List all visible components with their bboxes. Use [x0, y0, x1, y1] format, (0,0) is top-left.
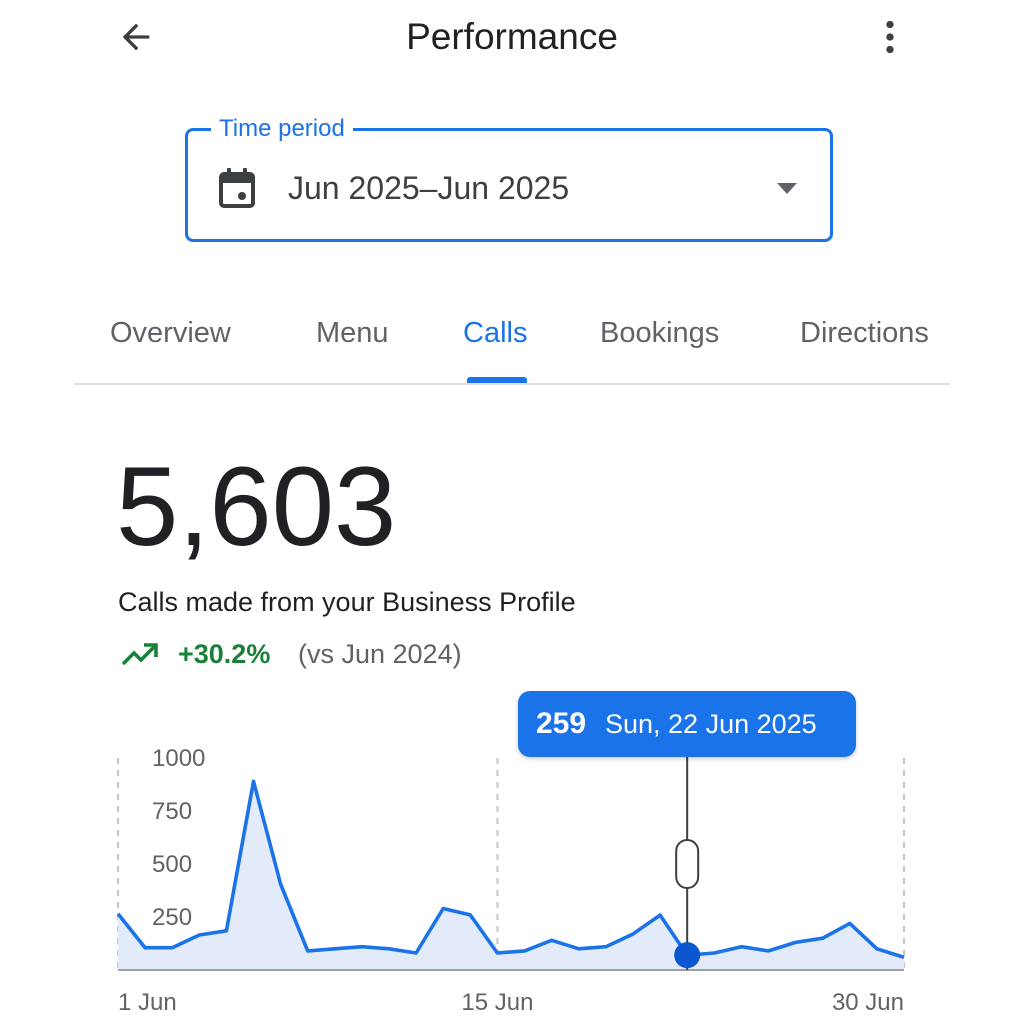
more-vert-icon: [886, 20, 894, 54]
series-area: [118, 781, 904, 970]
series-line: [116, 779, 905, 960]
arrow-back-icon: [122, 23, 150, 51]
y-tick-label: 1000: [152, 745, 205, 772]
time-period-value: Jun 2025–Jun 2025: [288, 170, 570, 206]
x-tick-label: 1 Jun: [118, 989, 177, 1016]
calendar-icon: [216, 166, 258, 210]
chart-tooltip: 259 Sun, 22 Jun 2025: [518, 691, 856, 757]
tabs-divider: [74, 383, 950, 385]
tab-directions[interactable]: Directions: [800, 317, 929, 349]
back-button[interactable]: [108, 12, 164, 62]
tooltip-date: Sun, 22 Jun 2025: [605, 709, 817, 739]
calls-total: 5,603: [116, 444, 397, 569]
tab-bookings[interactable]: Bookings: [600, 317, 720, 349]
tab-overview[interactable]: Overview: [110, 317, 231, 349]
tooltip-value: 259: [536, 707, 587, 740]
trending-up-icon: [120, 640, 160, 668]
time-period-dropdown[interactable]: [185, 128, 833, 242]
calls-chart[interactable]: 1000 750 500 250 1 Jun 15 Jun 30 Jun: [0, 680, 1024, 1024]
dropdown-arrow-icon: [772, 176, 802, 200]
selected-point: [674, 942, 701, 969]
tab-menu[interactable]: Menu: [316, 317, 389, 349]
metric-caption: Calls made from your Business Profile: [118, 587, 576, 617]
y-tick-label: 500: [152, 851, 192, 878]
x-tick-label: 15 Jun: [461, 989, 533, 1016]
more-options-button[interactable]: [862, 12, 918, 62]
selection-handle: [675, 839, 700, 889]
tab-calls[interactable]: Calls: [463, 317, 528, 349]
y-tick-label: 750: [152, 798, 192, 825]
trend-comparison: (vs Jun 2024): [298, 639, 462, 669]
y-tick-label: 250: [152, 904, 192, 931]
time-period-label: Time period: [211, 114, 353, 144]
active-tab-indicator: [467, 377, 527, 383]
x-tick-label: 30 Jun: [832, 989, 904, 1016]
trend-change: +30.2%: [178, 639, 271, 669]
